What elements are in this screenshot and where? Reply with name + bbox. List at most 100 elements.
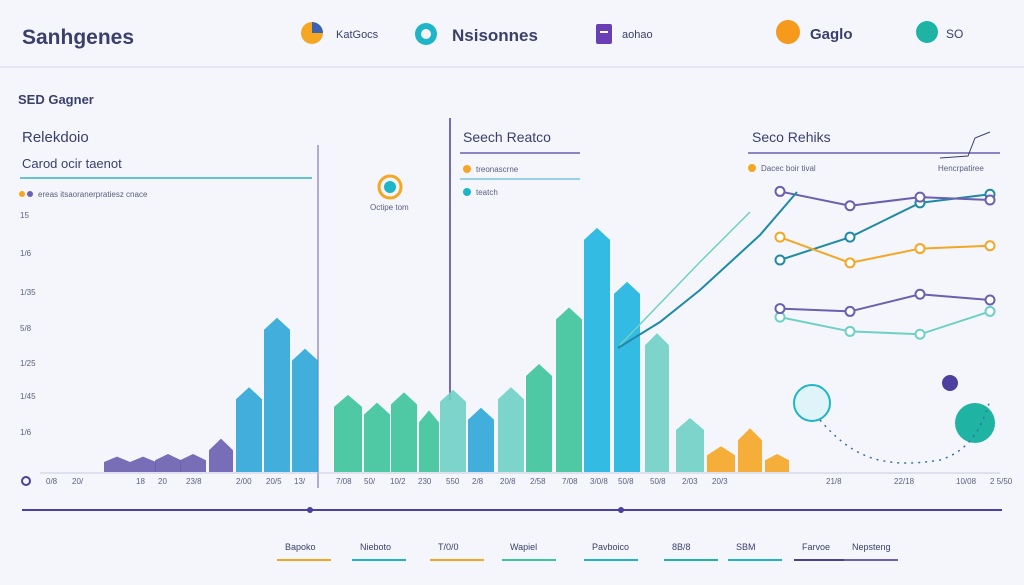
header-item-4[interactable]: Gaglo xyxy=(776,20,853,44)
bar xyxy=(364,402,390,472)
header: Sanhgenes KatGocs Nsisonnes aohao Gaglo xyxy=(0,20,1024,68)
x-tick-label: 2/8 xyxy=(472,477,484,486)
ring-icon-hole xyxy=(421,29,431,39)
header-item-2[interactable]: Nsisonnes xyxy=(415,23,538,45)
legend-dot-purple xyxy=(27,191,33,197)
middle-panel-heading: Seech Reatco xyxy=(463,129,551,145)
footer-label: Bapoko xyxy=(285,542,316,552)
bar xyxy=(765,454,789,472)
series-point xyxy=(914,288,926,300)
y-tick-label: 1/35 xyxy=(20,288,36,297)
document-icon-line xyxy=(600,31,608,33)
header-item-label: Gaglo xyxy=(810,26,853,43)
bar xyxy=(738,428,762,472)
pie-slice xyxy=(312,22,323,33)
circle-icon xyxy=(776,20,800,44)
page-title: Sanhgenes xyxy=(22,26,134,49)
y-tick-label: 1/6 xyxy=(20,428,32,437)
bar xyxy=(292,348,318,472)
footer-label: T/0/0 xyxy=(438,542,459,552)
bar xyxy=(334,394,362,472)
series-point xyxy=(844,200,856,212)
series-point xyxy=(774,254,786,266)
series-line xyxy=(779,310,991,336)
footer-item: SBM xyxy=(728,542,782,561)
badge-ring-icon-center xyxy=(384,181,396,193)
y-tick-label: 5/8 xyxy=(20,324,32,333)
legend-dot-teal xyxy=(463,188,471,196)
series-point xyxy=(774,185,786,197)
header-item-label: SO xyxy=(946,27,963,41)
series-point xyxy=(844,231,856,243)
bar xyxy=(419,410,439,472)
bar xyxy=(468,407,494,472)
axis-origin-icon xyxy=(21,476,31,486)
series-point xyxy=(984,305,996,317)
x-tick-label: 50/8 xyxy=(618,477,634,486)
left-panel: SED Gagner Relekdoio Carod ocir taenot e… xyxy=(18,92,409,488)
x-tick-label: 21/8 xyxy=(826,477,842,486)
right-panel: Seco Rehiks Dacec boir tival Hencrpatire… xyxy=(748,129,1000,173)
bar xyxy=(707,446,735,472)
left-panel-label: SED Gagner xyxy=(18,92,94,107)
x-tick-label: 10/2 xyxy=(390,477,406,486)
legend-dot-orange xyxy=(748,164,756,172)
legend-dot-orange xyxy=(19,191,25,197)
bar xyxy=(676,418,704,472)
decorative-circles xyxy=(793,375,995,464)
x-tick-label: 20/5 xyxy=(266,477,282,486)
footer-item: Nieboto xyxy=(352,542,406,561)
badge-ring-icon xyxy=(377,174,403,200)
left-panel-legend-text: ereas itsaoranerpratiesz cnace xyxy=(38,190,148,199)
middle-legend-label-1: treonascrne xyxy=(476,165,519,174)
footer-item: 8B/8 xyxy=(664,542,718,561)
bar xyxy=(526,364,552,472)
left-panel-subheading: Carod ocir taenot xyxy=(22,156,122,171)
bar xyxy=(264,317,290,472)
series-point xyxy=(984,194,996,206)
x-tick-label: 20/ xyxy=(72,477,84,486)
series-point xyxy=(844,305,856,317)
hollow-circle-marker xyxy=(793,384,831,422)
header-item-1[interactable]: KatGocs xyxy=(301,22,379,44)
series-point xyxy=(984,294,996,306)
small-circle-marker xyxy=(942,375,958,391)
bar xyxy=(556,307,582,472)
legend-dot-orange xyxy=(463,165,471,173)
bar xyxy=(645,333,669,472)
header-item-5[interactable]: SO xyxy=(916,21,963,43)
footer-item: Nepsteng xyxy=(844,542,898,561)
series-point xyxy=(914,328,926,340)
x-tick-label: 20/8 xyxy=(500,477,516,486)
left-panel-heading: Relekdoio xyxy=(22,129,89,146)
y-tick-label: 1/25 xyxy=(20,359,36,368)
bar xyxy=(498,387,524,472)
series-point xyxy=(844,257,856,269)
middle-panel: Seech Reatco treonascrne teatch xyxy=(449,118,580,400)
header-item-label: KatGocs xyxy=(336,29,379,41)
middle-legend-label-2: teatch xyxy=(476,188,498,197)
footer-label: 8B/8 xyxy=(672,542,691,552)
y-tick-label: 15 xyxy=(20,211,29,220)
header-item-label: Nsisonnes xyxy=(452,26,538,45)
series-point xyxy=(774,303,786,315)
series-point xyxy=(914,191,926,203)
right-legend-left: Dacec boir tival xyxy=(761,164,816,173)
bar xyxy=(104,456,130,472)
x-tick-label: 2 5/50 xyxy=(990,477,1013,486)
header-item-3[interactable]: aohao xyxy=(596,24,653,44)
x-tick-label: 7/08 xyxy=(562,477,578,486)
x-tick-label: 50/8 xyxy=(650,477,666,486)
footer-label: SBM xyxy=(736,542,756,552)
footer-label: Nepsteng xyxy=(852,542,891,552)
badge-label: Octipe tom xyxy=(370,203,409,212)
y-axis-ticks: 15 1/6 1/35 5/8 1/25 1/45 1/6 xyxy=(20,211,36,437)
bar xyxy=(180,454,206,472)
timeline-marker xyxy=(618,507,624,513)
x-tick-label: 13/ xyxy=(294,477,306,486)
footer-labels: Bapoko Nieboto T/0/0 Wapiel Pavboico 8B/8 SBM F… xyxy=(277,542,898,561)
footer-label: Nieboto xyxy=(360,542,391,552)
bar xyxy=(440,389,466,472)
